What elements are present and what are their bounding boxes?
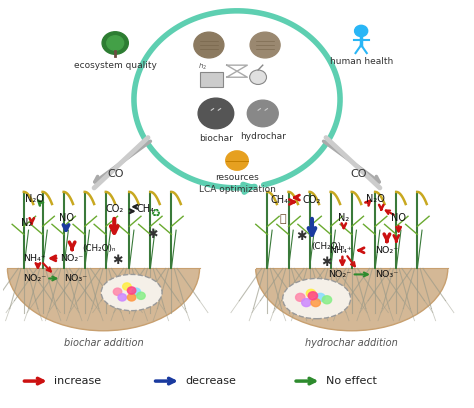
Circle shape — [301, 299, 311, 307]
Circle shape — [296, 293, 305, 302]
Text: $h_2$: $h_2$ — [198, 62, 207, 72]
Text: N₂: N₂ — [338, 213, 349, 223]
Text: ✱: ✱ — [321, 256, 331, 269]
Circle shape — [306, 289, 316, 297]
Text: (CH₂O)ₙ: (CH₂O)ₙ — [311, 242, 345, 251]
Ellipse shape — [101, 275, 162, 310]
Bar — [5, 106, 202, 269]
Circle shape — [322, 296, 332, 304]
Circle shape — [355, 25, 368, 37]
Text: CH₄: CH₄ — [270, 195, 288, 205]
Text: increase: increase — [55, 376, 101, 386]
Circle shape — [137, 292, 145, 299]
Ellipse shape — [283, 278, 351, 319]
Text: hydrochar addition: hydrochar addition — [305, 338, 398, 348]
Text: No effect: No effect — [326, 376, 377, 386]
Text: decrease: decrease — [185, 376, 237, 386]
Text: ♻: ♻ — [150, 208, 160, 218]
Circle shape — [247, 100, 278, 127]
Text: NO: NO — [391, 213, 406, 223]
Circle shape — [128, 287, 136, 294]
Text: NO₃⁻: NO₃⁻ — [64, 274, 87, 283]
Circle shape — [226, 151, 248, 170]
Bar — [254, 106, 450, 269]
Circle shape — [194, 32, 224, 58]
Circle shape — [132, 288, 140, 295]
Text: resources
LCA optimization: resources LCA optimization — [199, 173, 275, 193]
Text: hydrochar: hydrochar — [240, 131, 286, 141]
Text: (CH₂O)ₙ: (CH₂O)ₙ — [82, 244, 116, 253]
Circle shape — [128, 294, 136, 301]
Ellipse shape — [8, 206, 200, 331]
Text: NO₂⁻: NO₂⁻ — [328, 270, 352, 279]
Text: NO: NO — [58, 213, 73, 223]
Text: ✱: ✱ — [147, 228, 158, 241]
Text: CO: CO — [351, 169, 367, 179]
Text: N₂O: N₂O — [366, 194, 384, 204]
Text: NH₄⁺: NH₄⁺ — [23, 254, 46, 263]
Text: NH₄⁺: NH₄⁺ — [328, 246, 351, 255]
Text: biochar: biochar — [199, 133, 233, 142]
Text: N₂O: N₂O — [25, 194, 44, 204]
Circle shape — [316, 293, 325, 302]
Text: NO₂⁻: NO₂⁻ — [23, 274, 46, 283]
Bar — [200, 72, 223, 87]
Circle shape — [250, 32, 280, 58]
Text: N₂: N₂ — [20, 218, 32, 228]
Text: ✱: ✱ — [112, 254, 123, 267]
Circle shape — [250, 70, 266, 84]
Text: human health: human health — [329, 57, 393, 66]
Circle shape — [107, 36, 124, 50]
Text: NO₃⁻: NO₃⁻ — [375, 270, 399, 279]
Circle shape — [118, 294, 127, 301]
Circle shape — [123, 283, 131, 290]
Circle shape — [311, 299, 320, 307]
Text: NO₂⁻: NO₂⁻ — [61, 254, 84, 263]
Circle shape — [102, 32, 128, 54]
Text: CO: CO — [107, 169, 123, 179]
Text: 🐌: 🐌 — [279, 214, 286, 224]
Circle shape — [308, 292, 318, 300]
Text: biochar addition: biochar addition — [64, 338, 143, 348]
Text: CO₂: CO₂ — [303, 195, 321, 205]
Text: NO₂⁻: NO₂⁻ — [375, 246, 399, 255]
Text: CO₂: CO₂ — [105, 204, 123, 214]
Circle shape — [198, 98, 234, 129]
Text: CH₄: CH₄ — [137, 204, 155, 214]
Ellipse shape — [256, 206, 448, 331]
Text: ecosystem quality: ecosystem quality — [74, 61, 156, 70]
Text: ✱: ✱ — [296, 230, 307, 243]
Circle shape — [113, 288, 122, 295]
